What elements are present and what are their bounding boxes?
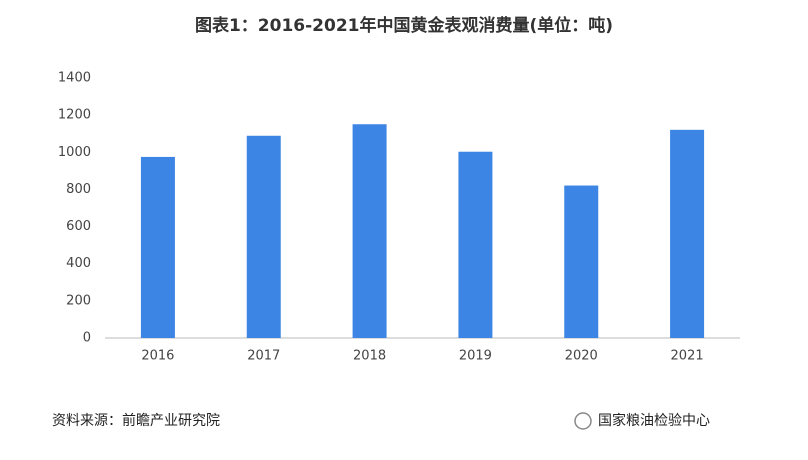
y-tick-label: 800: [66, 182, 91, 197]
chart-title: 图表1：2016-2021年中国黄金表观消费量(单位：吨): [195, 15, 613, 36]
y-tick-label: 600: [66, 219, 91, 234]
x-tick-label: 2020: [565, 349, 598, 364]
bar: [246, 135, 281, 338]
y-tick-label: 400: [66, 256, 91, 271]
bar: [458, 151, 493, 338]
x-tick-label: 2019: [459, 349, 492, 364]
x-tick-label: 2016: [141, 349, 174, 364]
y-tick-label: 0: [83, 331, 91, 346]
source-note: 资料来源：前瞻产业研究院: [52, 412, 220, 429]
y-tick-label: 1400: [58, 71, 91, 86]
bar: [140, 156, 175, 338]
bar: [564, 185, 599, 338]
x-tick-label: 2017: [247, 349, 280, 364]
bar: [352, 124, 387, 338]
y-tick-label: 1000: [58, 145, 91, 160]
x-tick-label: 2018: [353, 349, 386, 364]
account-name: 国家粮油检验中心: [598, 412, 710, 429]
account-badge: 国家粮油检验中心: [574, 412, 710, 430]
y-tick-label: 200: [66, 293, 91, 308]
x-tick-label: 2021: [671, 349, 704, 364]
bar: [670, 129, 705, 338]
y-tick-label: 1200: [58, 108, 91, 123]
account-icon: [574, 412, 592, 430]
